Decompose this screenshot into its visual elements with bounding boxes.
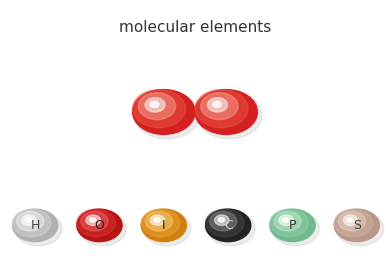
Circle shape bbox=[207, 212, 255, 246]
Circle shape bbox=[89, 218, 96, 222]
Circle shape bbox=[145, 98, 165, 112]
Text: S: S bbox=[353, 219, 361, 232]
Circle shape bbox=[12, 209, 51, 237]
Circle shape bbox=[133, 90, 195, 134]
Circle shape bbox=[138, 93, 176, 120]
Text: H: H bbox=[31, 219, 40, 232]
Circle shape bbox=[343, 215, 358, 225]
Circle shape bbox=[21, 215, 36, 225]
Circle shape bbox=[270, 209, 308, 237]
Circle shape bbox=[143, 212, 191, 246]
Circle shape bbox=[206, 209, 251, 242]
Circle shape bbox=[86, 215, 100, 225]
Text: O: O bbox=[95, 219, 105, 232]
Circle shape bbox=[207, 98, 227, 112]
Circle shape bbox=[16, 211, 44, 231]
Circle shape bbox=[206, 209, 244, 237]
Circle shape bbox=[218, 218, 225, 222]
Circle shape bbox=[150, 101, 159, 108]
Circle shape bbox=[79, 212, 126, 246]
Circle shape bbox=[195, 90, 248, 128]
Circle shape bbox=[14, 212, 62, 246]
Circle shape bbox=[334, 209, 379, 242]
Circle shape bbox=[134, 92, 200, 139]
Circle shape bbox=[141, 209, 186, 242]
Circle shape bbox=[334, 209, 373, 237]
Circle shape bbox=[81, 211, 108, 231]
Circle shape bbox=[200, 93, 238, 120]
Circle shape bbox=[133, 90, 186, 128]
Circle shape bbox=[336, 212, 384, 246]
Circle shape bbox=[197, 92, 262, 139]
Circle shape bbox=[154, 218, 160, 222]
Circle shape bbox=[270, 209, 315, 242]
Text: P: P bbox=[289, 219, 296, 232]
Circle shape bbox=[150, 215, 165, 225]
Circle shape bbox=[141, 209, 180, 237]
Circle shape bbox=[209, 211, 237, 231]
Text: molecular elements: molecular elements bbox=[119, 20, 271, 36]
Circle shape bbox=[272, 212, 319, 246]
Circle shape bbox=[12, 209, 58, 242]
Circle shape bbox=[338, 211, 365, 231]
Circle shape bbox=[25, 218, 32, 222]
Circle shape bbox=[195, 90, 257, 134]
Circle shape bbox=[347, 218, 353, 222]
Circle shape bbox=[77, 209, 115, 237]
Circle shape bbox=[215, 215, 229, 225]
Text: I: I bbox=[162, 219, 166, 232]
Text: C: C bbox=[224, 219, 233, 232]
Circle shape bbox=[213, 101, 221, 108]
Circle shape bbox=[282, 218, 289, 222]
Circle shape bbox=[279, 215, 293, 225]
Circle shape bbox=[145, 211, 172, 231]
Circle shape bbox=[77, 209, 122, 242]
Circle shape bbox=[274, 211, 301, 231]
